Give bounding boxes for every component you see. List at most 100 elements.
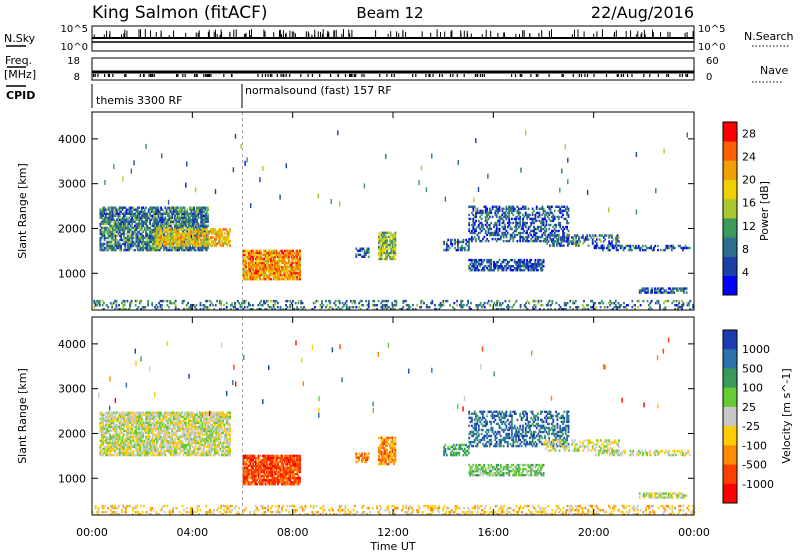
power-cell: [457, 238, 459, 242]
power-cell: [204, 226, 207, 230]
power-cell: [326, 304, 329, 307]
power-cell: [153, 210, 156, 213]
power-cell: [471, 211, 473, 215]
power-cell: [128, 222, 131, 225]
power-cell: [154, 220, 157, 223]
power-cell: [540, 258, 542, 262]
power-cell: [558, 308, 561, 311]
power-cell: [174, 228, 176, 231]
velocity-cell: [100, 453, 103, 457]
velocity-cell: [120, 427, 122, 430]
power-cell: [337, 299, 340, 303]
power-cell: [479, 265, 482, 268]
velocity-cell: [124, 421, 127, 424]
power-cell: [498, 205, 501, 208]
velocity-cell: [99, 443, 102, 447]
power-cell: [488, 233, 491, 237]
velocity-cell: [100, 427, 103, 430]
power-cell: [544, 215, 546, 219]
power-cell: [511, 211, 513, 215]
nave-spike: [193, 74, 196, 77]
power-cell: [153, 246, 156, 250]
velocity-cell: [114, 425, 117, 428]
power-cell: [201, 232, 204, 235]
power-cell: [519, 207, 522, 210]
noise-spike: [215, 34, 216, 37]
power-cell: [379, 257, 382, 261]
power-cell: [179, 244, 182, 247]
power-cell: [193, 216, 196, 219]
power-cell: [182, 236, 185, 239]
power-cell: [136, 240, 139, 244]
power-cell: [290, 269, 293, 273]
power-cell: [201, 216, 204, 219]
power-cell: [274, 261, 276, 265]
velocity-cell: [138, 415, 140, 418]
power-cell: [505, 235, 508, 239]
power-cell: [551, 239, 553, 243]
power-cell: [650, 299, 653, 303]
power-cell: [594, 301, 596, 305]
power-cell: [138, 214, 140, 217]
power-cell: [214, 230, 216, 233]
power-cell: [511, 258, 513, 262]
velocity-cell: [114, 437, 117, 441]
power-cell: [194, 214, 197, 217]
power-cell: [293, 261, 296, 265]
power-cell: [523, 258, 526, 262]
velocity-cell: [110, 443, 113, 447]
power-cell: [480, 239, 483, 243]
power-cell: [118, 222, 121, 225]
power-cell: [174, 306, 177, 309]
power-cell: [491, 233, 494, 237]
power-cell: [616, 308, 618, 311]
power-cell: [294, 269, 297, 273]
velocity-cell: [121, 421, 124, 424]
power-cell: [153, 238, 156, 242]
power-cell: [225, 236, 227, 239]
power-cell: [161, 214, 164, 217]
power-cell: [610, 301, 613, 305]
power-cell: [390, 249, 393, 253]
power-cell: [128, 226, 131, 230]
power-cell: [382, 233, 384, 236]
power-cell: [190, 226, 193, 230]
power-cell: [270, 259, 272, 263]
power-cell: [256, 267, 259, 271]
power-cell: [151, 206, 154, 209]
power-cell: [272, 276, 275, 279]
noise-spike: [198, 30, 200, 37]
velocity-cell: [139, 435, 142, 439]
power-cell: [553, 244, 555, 247]
power-cell: [205, 224, 208, 228]
power-cell: [186, 220, 189, 223]
power-cell: [486, 267, 488, 270]
power-cell: [390, 247, 393, 251]
power-cell: [595, 238, 598, 241]
power-cell: [120, 248, 122, 252]
power-cell: [245, 278, 248, 281]
power-cell: [356, 249, 359, 252]
power-cell: [519, 239, 522, 243]
power-cell: [278, 261, 281, 265]
power-cell: [567, 221, 570, 225]
power-cell: [256, 273, 259, 277]
power-cell: [128, 228, 131, 232]
power-cell: [192, 240, 194, 243]
power-cell: [243, 273, 246, 277]
velocity-cell: [109, 449, 111, 453]
power-cell: [651, 291, 653, 294]
power-cell: [223, 228, 226, 231]
power-cell: [523, 223, 526, 227]
noise-spike: [481, 34, 483, 37]
power-cell: [249, 253, 252, 257]
power-cell: [99, 224, 102, 228]
power-cell: [384, 241, 387, 245]
power-cell: [542, 227, 545, 231]
power-cell: [197, 236, 200, 239]
power-cell: [500, 215, 502, 219]
power-cell: [257, 267, 260, 271]
velocity-cell: [113, 453, 116, 457]
power-cell: [160, 226, 162, 230]
velocity-cell: [124, 451, 127, 455]
